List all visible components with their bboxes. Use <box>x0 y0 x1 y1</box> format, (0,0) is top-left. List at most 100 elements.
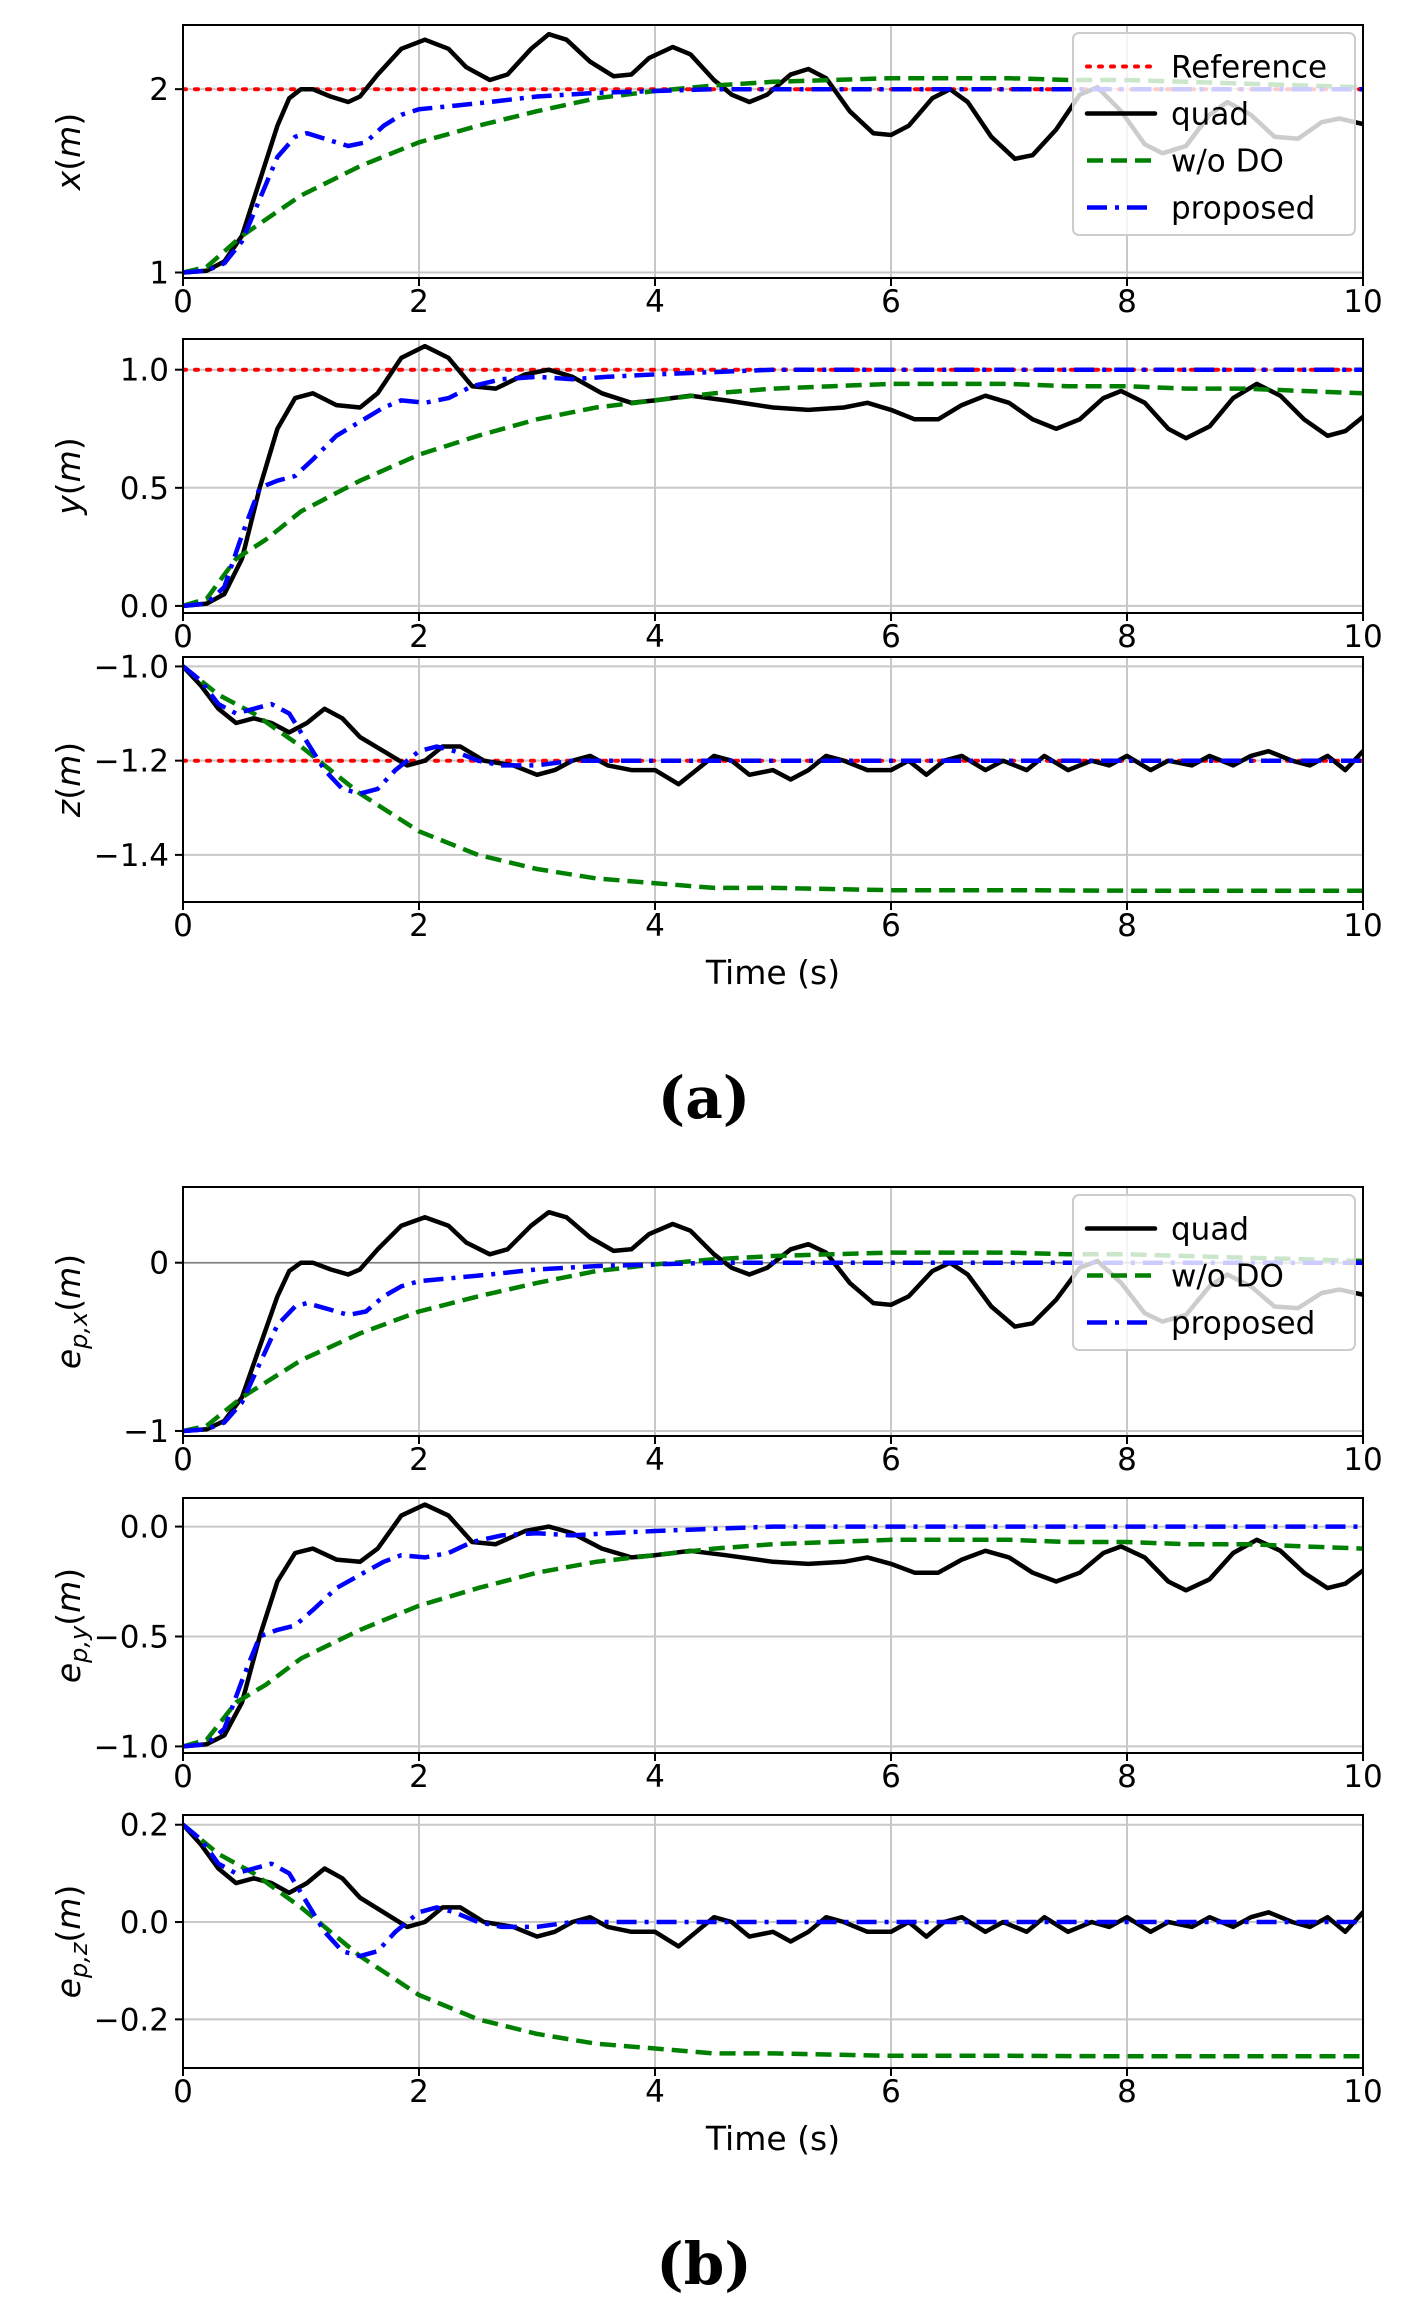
series-line-w-o-do <box>183 664 1363 893</box>
legend-label: Reference <box>1171 50 1327 86</box>
axes-frame <box>182 656 1364 903</box>
legend: Reference quad w/o DO proposed <box>1072 32 1356 236</box>
y-tick-label: 0.0 <box>120 589 169 625</box>
y-tick-label: 0 <box>149 1246 169 1282</box>
series-line-quad <box>183 1822 1363 1949</box>
x-tick-label: 4 <box>645 619 665 655</box>
legend-label: proposed <box>1171 1306 1315 1342</box>
y-tick-label: −0.5 <box>94 1619 169 1655</box>
series-group <box>183 1502 1363 1749</box>
y-axis-label-main: e <box>49 1663 88 1683</box>
y-axis-label-sub: p,x <box>65 1311 93 1350</box>
y-axis-label-tail: ( <box>49 787 88 800</box>
axes-frame <box>182 338 1364 614</box>
x-tick-label: 0 <box>173 2074 193 2110</box>
x-tick-label: 10 <box>1343 619 1382 655</box>
y-axis-label-close: ) <box>49 437 88 450</box>
x-tick-label: 8 <box>1117 1759 1137 1795</box>
x-tick-label: 2 <box>409 1759 429 1795</box>
x-tick-label: 10 <box>1343 908 1382 944</box>
y-tick-label: −1 <box>123 1414 169 1450</box>
x-tick-label: 2 <box>409 1442 429 1478</box>
x-tick-label: 6 <box>881 284 901 320</box>
series-line-w-o-do <box>183 1822 1363 2059</box>
axes-frame <box>182 1814 1364 2069</box>
y-axis-label-unit: m <box>49 126 88 158</box>
x-tick-label: 8 <box>1117 619 1137 655</box>
x-tick-label: 10 <box>1343 284 1382 320</box>
y-tick-label: −1.4 <box>94 838 169 874</box>
y-axis-label-unit: m <box>49 755 88 787</box>
legend-label: w/o DO <box>1171 1259 1284 1295</box>
y-axis-label-main: e <box>49 1349 88 1369</box>
legend-label: quad <box>1171 97 1249 133</box>
x-tick-label: 8 <box>1117 284 1137 320</box>
y-axis-label-tail: ( <box>49 1299 88 1312</box>
y-axis-label: ep,y(m) <box>49 1568 93 1683</box>
series-group <box>183 664 1363 893</box>
y-axis-label-close: ) <box>49 1254 88 1267</box>
y-tick-label: −1.2 <box>94 744 169 780</box>
y-tick-label: 0.0 <box>120 1905 169 1941</box>
x-tick-label: 2 <box>409 908 429 944</box>
x-tick-label: 2 <box>409 619 429 655</box>
x-tick-label: 4 <box>645 908 665 944</box>
x-tick-label: 6 <box>881 1759 901 1795</box>
x-tick-label: 4 <box>645 2074 665 2110</box>
y-axis-label-close: ) <box>49 742 88 755</box>
y-tick-label: −1.0 <box>94 649 169 685</box>
y-tick-label: −1.0 <box>94 1729 169 1765</box>
y-axis-label-main: e <box>49 1978 88 1998</box>
y-tick-label: −0.2 <box>94 2002 169 2038</box>
series-group <box>183 343 1363 609</box>
chart-z: 0 2 4 6 8 10−1.0−1.2−1.4z(m)Time (s) <box>49 649 1383 992</box>
series-line-proposed <box>183 367 1363 609</box>
y-axis-label-unit: m <box>49 450 88 482</box>
series-line-proposed <box>183 664 1363 796</box>
series-line-proposed <box>183 1524 1363 1749</box>
x-tick-label: 6 <box>881 619 901 655</box>
series-group <box>183 1822 1363 2059</box>
x-tick-label: 4 <box>645 1759 665 1795</box>
y-axis-label-close: ) <box>49 113 88 126</box>
chart-epy: 0 2 4 6 8 10 −1.0 −0.5 0.0 ep,y(m) <box>49 1497 1383 1795</box>
series-line-quad <box>183 664 1363 787</box>
y-tick-label: 0.5 <box>120 471 169 507</box>
y-axis-label-tail: ( <box>49 1930 88 1943</box>
series-line-w-o-do <box>183 381 1363 609</box>
y-axis-label-sub: p,z <box>65 1941 93 1979</box>
x-tick-label: 8 <box>1117 2074 1137 2110</box>
series-line-w-o-do <box>183 1537 1363 1749</box>
axes-frame <box>182 1186 1364 1437</box>
chart-epz: 0 2 4 6 8 10 −0.2 0.0 0.2 ep,z(m) Time (s) <box>49 1808 1383 2158</box>
x-tick-label: 0 <box>173 1442 193 1478</box>
y-axis-label: z(m) <box>49 742 88 818</box>
legend: quad w/o DO proposed <box>1072 1194 1356 1351</box>
x-tick-label: 6 <box>881 908 901 944</box>
legend-box <box>1072 1194 1356 1351</box>
series-line-quad <box>183 343 1363 609</box>
x-axis-label: Time (s) <box>705 2119 840 2158</box>
y-axis-label-main: y <box>49 495 88 516</box>
series-line-proposed <box>183 86 1363 275</box>
series-line-quad <box>183 1502 1363 1749</box>
y-tick-label: 1 <box>149 256 169 292</box>
y-axis-label-unit: m <box>49 1581 88 1613</box>
axes-frame <box>182 24 1364 279</box>
x-tick-label: 4 <box>645 284 665 320</box>
x-tick-label: 10 <box>1343 1759 1382 1795</box>
axes-frame <box>182 1497 1364 1754</box>
x-tick-label: 0 <box>173 619 193 655</box>
x-tick-label: 0 <box>173 908 193 944</box>
caption-a: (a) <box>658 1064 750 1132</box>
x-tick-label: 10 <box>1343 1442 1382 1478</box>
x-tick-label: 0 <box>173 284 193 320</box>
y-tick-label: 0.2 <box>120 1808 169 1844</box>
x-tick-label: 6 <box>881 2074 901 2110</box>
legend-label: w/o DO <box>1171 144 1284 180</box>
y-axis-label-tail: ( <box>49 1613 88 1626</box>
